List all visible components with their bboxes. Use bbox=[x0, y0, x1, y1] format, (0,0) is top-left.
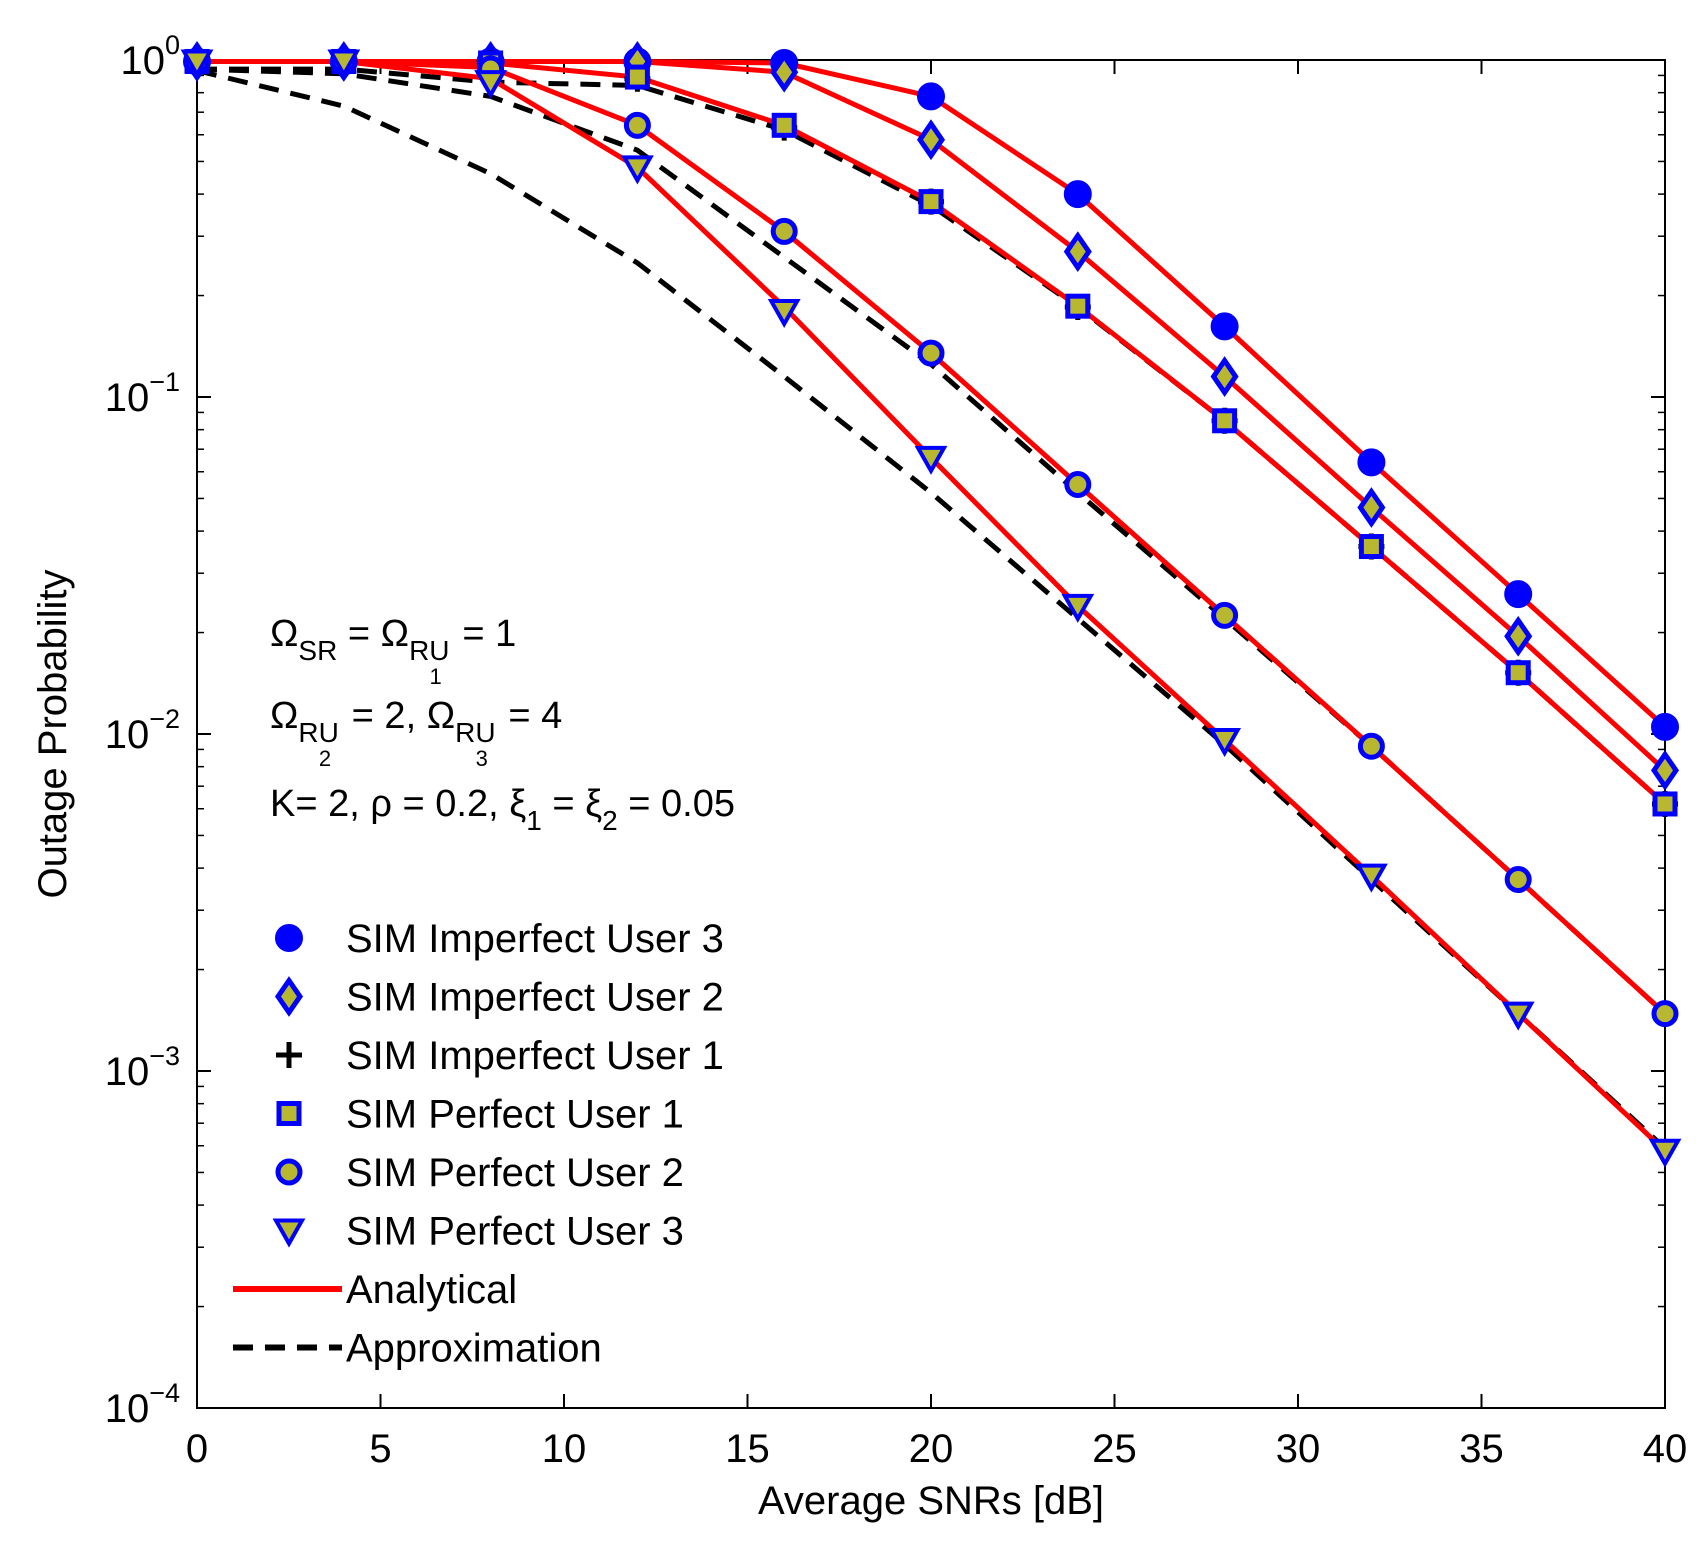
legend-entry-label: SIM Perfect User 3 bbox=[346, 1210, 684, 1254]
sim-perfect-user-2-point bbox=[1357, 732, 1385, 760]
legend-entry-label: Approximation bbox=[346, 1327, 602, 1371]
sim-perfect-user-2-point bbox=[1064, 470, 1092, 498]
sim-imperfect-user-3-point bbox=[1651, 712, 1679, 741]
legend-marker bbox=[274, 976, 304, 1017]
sim-perfect-user-3-point bbox=[1648, 1138, 1682, 1168]
legend-entry-label: Analytical bbox=[346, 1268, 517, 1312]
legend-marker bbox=[275, 924, 303, 952]
x-tick-label: 25 bbox=[1092, 1427, 1137, 1471]
sim-imperfect-user-3-point bbox=[1504, 580, 1533, 609]
sim-perfect-user-1-point bbox=[1065, 293, 1091, 319]
legend: SIM Imperfect User 3 SIM Imperfect User 2… bbox=[233, 917, 724, 1371]
legend-entry-label: SIM Imperfect User 1 bbox=[346, 1034, 724, 1078]
sim-perfect-user-2-point bbox=[1211, 601, 1239, 629]
sim-perfect-user-1-point bbox=[1652, 791, 1678, 817]
legend-entry-label: SIM Imperfect User 2 bbox=[346, 976, 724, 1020]
sim-perfect-user-2-point bbox=[770, 217, 798, 245]
sim-imperfect-user-2-point bbox=[1357, 487, 1386, 528]
x-tick-label: 10 bbox=[542, 1427, 587, 1471]
annotation-line-2: ΩRU 2 = 2, ΩRU 3 = 4 bbox=[270, 695, 562, 771]
sim-perfect-user-3-point bbox=[1501, 1001, 1535, 1031]
sim-perfect-user-3-point bbox=[914, 445, 948, 475]
sim-perfect-user-3-point bbox=[327, 49, 361, 79]
x-tick-label: 0 bbox=[186, 1427, 208, 1471]
sim-imperfect-user-2-point bbox=[1504, 615, 1533, 657]
sim-perfect-user-1-point bbox=[1358, 534, 1384, 560]
x-tick-label: 20 bbox=[909, 1427, 954, 1471]
x-axis-label: Average SNRs [dB] bbox=[758, 1479, 1104, 1523]
y-tick-labels: 100 10−1 10−2 10−3 10−4 bbox=[105, 30, 180, 1431]
parameter-annotation: ΩSR = ΩRU 1 = 1 ΩRU 2 = 2, ΩRU 3 = 4 K= 2, … bbox=[270, 613, 735, 836]
legend-marker bbox=[276, 1042, 302, 1068]
sim-perfect-user-2-point bbox=[1651, 1000, 1679, 1028]
sim-perfect-user-3-point bbox=[1208, 727, 1242, 758]
sim-imperfect-user-2-point bbox=[916, 119, 946, 161]
sim-perfect-user-1-point bbox=[918, 189, 944, 215]
y-tick-label: 10−2 bbox=[105, 704, 180, 757]
y-axis-label: Outage Probability bbox=[31, 569, 75, 898]
legend-entry-label: SIM Perfect User 2 bbox=[346, 1151, 684, 1195]
sim-imperfect-user-3-point bbox=[917, 82, 945, 111]
sim-perfect-user-1-point bbox=[1505, 660, 1531, 686]
legend-entry-label: SIM Imperfect User 3 bbox=[346, 917, 724, 961]
sim-perfect-user-3-point bbox=[767, 298, 801, 329]
sim-perfect-user-3-point bbox=[1354, 863, 1388, 893]
y-tick-label: 100 bbox=[120, 30, 180, 83]
x-tick-label: 15 bbox=[725, 1427, 770, 1471]
sim-imperfect-user-2-point bbox=[1210, 356, 1239, 397]
sim-perfect-user-2-point bbox=[917, 339, 945, 367]
y-tick-label: 10−4 bbox=[105, 1378, 180, 1431]
sim-perfect-user-3-point bbox=[474, 70, 508, 100]
simulation-markers bbox=[180, 41, 1682, 1168]
sim-imperfect-user-3-point bbox=[1063, 180, 1092, 209]
y-tick-label: 10−3 bbox=[105, 1041, 180, 1094]
legend-marker bbox=[272, 1218, 306, 1248]
annotation-line-1: ΩSR = ΩRU 1 = 1 bbox=[270, 613, 516, 689]
legend-entry-label: SIM Perfect User 1 bbox=[346, 1093, 684, 1137]
annotation-line-3: K= 2, ρ = 0.2, ξ1 = ξ2 = 0.05 bbox=[270, 783, 735, 836]
sim-perfect-user-3-point bbox=[620, 155, 654, 185]
sim-imperfect-user-2-point bbox=[1650, 749, 1680, 791]
x-tick-label: 35 bbox=[1459, 1427, 1504, 1471]
sim-perfect-user-2-point bbox=[1504, 866, 1532, 894]
x-tick-label: 5 bbox=[369, 1427, 391, 1471]
legend-marker bbox=[275, 1158, 303, 1186]
y-tick-label: 10−1 bbox=[105, 367, 180, 420]
sim-perfect-user-1-point bbox=[771, 112, 797, 138]
x-tick-labels: 0 5 10 15 20 25 30 35 40 bbox=[186, 1427, 1687, 1471]
sim-imperfect-user-3-point bbox=[1210, 312, 1239, 341]
sim-perfect-user-1-point bbox=[1212, 408, 1238, 434]
x-tick-label: 40 bbox=[1643, 1427, 1688, 1471]
sim-perfect-user-3-point bbox=[1061, 593, 1095, 623]
x-tick-label: 30 bbox=[1276, 1427, 1321, 1471]
plot-frame bbox=[196, 59, 1666, 1409]
sim-imperfect-user-3-point bbox=[1357, 448, 1386, 477]
sim-imperfect-user-2-point bbox=[770, 51, 799, 93]
sim-perfect-user-3-point bbox=[180, 49, 214, 79]
sim-imperfect-user-2-point bbox=[1063, 231, 1092, 273]
legend-marker bbox=[276, 1101, 302, 1126]
sim-perfect-user-1-point bbox=[624, 64, 650, 90]
sim-perfect-user-2-point bbox=[623, 111, 651, 139]
